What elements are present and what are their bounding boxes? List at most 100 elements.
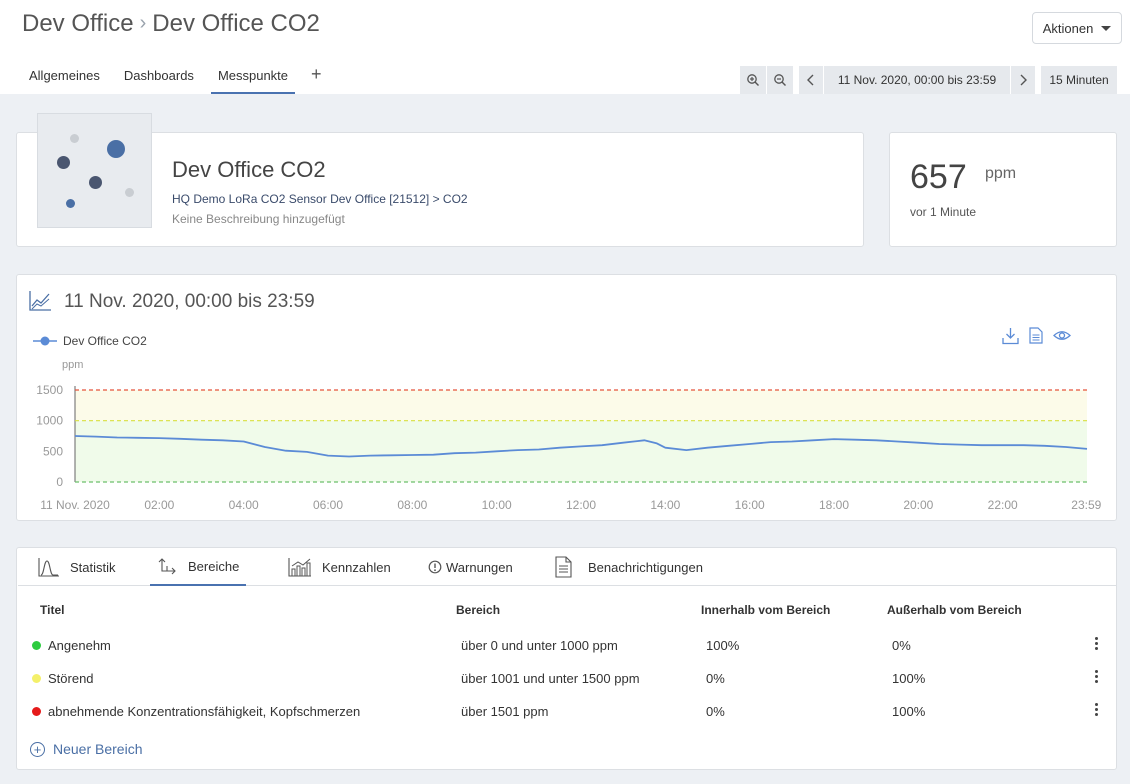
- date-range-label: 11 Nov. 2020, 00:00 bis 23:59: [837, 73, 997, 87]
- notification-document-icon: [555, 556, 572, 578]
- row-title-text: Störend: [48, 671, 94, 686]
- chart-x-tick-label: 22:00: [988, 498, 1018, 512]
- table-header-inside: Innerhalb vom Bereich: [701, 603, 831, 617]
- new-area-button[interactable]: + Neuer Bereich: [30, 741, 143, 757]
- table-row-title: abnehmende Konzentrationsfähigkeit, Kopf…: [32, 704, 360, 719]
- chart-y-tick-label: 500: [43, 444, 63, 458]
- sensor-thumbnail: [37, 113, 152, 228]
- chart-x-tick-label: 12:00: [566, 498, 596, 512]
- table-row-outside: 100%: [892, 704, 926, 719]
- sensor-path-link[interactable]: HQ Demo LoRa CO2 Sensor Dev Office [2151…: [172, 192, 468, 206]
- plus-circle-icon: +: [30, 741, 45, 757]
- actions-label: Aktionen: [1042, 20, 1094, 36]
- table-row-inside: 0%: [706, 671, 725, 686]
- table-row-inside: 0%: [706, 704, 725, 719]
- chart-x-tick-label: 11 Nov. 2020: [40, 498, 110, 512]
- chart-x-tick-label: 08:00: [397, 498, 427, 512]
- row-menu-icon[interactable]: [1095, 670, 1099, 685]
- chart-y-tick-label: 1500: [36, 383, 63, 397]
- breadcrumb-parent[interactable]: Dev Office: [22, 10, 134, 37]
- zoom-out-button[interactable]: [767, 66, 793, 94]
- thumbnail-dot: [66, 199, 75, 208]
- row-title-text: abnehmende Konzentrationsfähigkeit, Kopf…: [48, 704, 361, 719]
- table-row-range: über 1501 ppm: [461, 704, 549, 719]
- current-value-unit: ppm: [985, 165, 1017, 182]
- status-dot-green: [32, 641, 41, 650]
- download-icon[interactable]: [1002, 327, 1019, 345]
- tab-dashboards[interactable]: Dashboards: [123, 68, 194, 83]
- tab-statistik[interactable]: Statistik: [38, 548, 116, 586]
- row-menu-icon[interactable]: [1095, 637, 1099, 652]
- current-value-card: [889, 132, 1117, 247]
- tab-bereiche[interactable]: Bereiche: [150, 548, 246, 586]
- thumbnail-dot: [107, 140, 125, 158]
- date-range-display[interactable]: 11 Nov. 2020, 00:00 bis 23:59: [824, 66, 1010, 94]
- previous-range-button[interactable]: [799, 66, 823, 94]
- document-icon[interactable]: [1029, 327, 1043, 344]
- line-chart-icon: [29, 291, 51, 311]
- chart-x-tick-label: 02:00: [144, 498, 174, 512]
- chart-band: [75, 420, 1087, 482]
- tab-warnungen[interactable]: Warnungen: [428, 548, 513, 586]
- top-bar: Dev Office › Dev Office CO2 Aktionen Allge…: [0, 0, 1130, 94]
- tab-benachrichtigungen-label: Benachrichtigungen: [588, 559, 703, 575]
- tab-allgemeines[interactable]: Allgemeines: [29, 68, 100, 83]
- breadcrumb-current: Dev Office CO2: [152, 10, 320, 37]
- sensor-info-card: [16, 132, 864, 247]
- table-row-range: über 1001 und unter 1500 ppm: [461, 671, 640, 686]
- bar-chart-icon: [288, 558, 311, 577]
- warning-icon: [428, 560, 442, 574]
- tab-messpunkte[interactable]: Messpunkte: [210, 62, 296, 94]
- next-range-button[interactable]: [1011, 66, 1035, 94]
- tab-bereiche-label: Bereiche: [188, 558, 240, 574]
- eye-icon[interactable]: [1053, 329, 1071, 342]
- chevron-left-icon: [807, 74, 814, 86]
- chart-x-tick-label: 10:00: [482, 498, 512, 512]
- current-value: 657: [910, 158, 967, 196]
- zoom-in-icon: [747, 74, 759, 86]
- table-header-title: Titel: [40, 603, 65, 617]
- table-row-title: Störend: [32, 671, 94, 686]
- chart-title: 11 Nov. 2020, 00:00 bis 23:59: [64, 291, 315, 312]
- status-dot-yellow: [32, 674, 41, 683]
- lower-tabs: Statistik Bereiche Kennzahlen Warnungen …: [18, 548, 1116, 586]
- row-menu-icon[interactable]: [1095, 703, 1099, 718]
- tab-warnungen-label: Warnungen: [446, 559, 513, 575]
- zoom-out-icon: [774, 74, 786, 86]
- chart-x-tick-label: 04:00: [229, 498, 259, 512]
- tab-kennzahlen[interactable]: Kennzahlen: [288, 548, 391, 586]
- caret-down-icon: [1101, 25, 1112, 31]
- table-header-range: Bereich: [456, 603, 501, 617]
- current-value-age: vor 1 Minute: [910, 205, 977, 219]
- thumbnail-dot: [89, 176, 102, 189]
- chart-x-tick-label: 14:00: [650, 498, 680, 512]
- chevron-right-icon: [1020, 74, 1027, 86]
- zoom-in-button[interactable]: [740, 66, 766, 94]
- interval-selector[interactable]: 15 Minuten: [1041, 66, 1117, 94]
- chart-x-tick-label: 18:00: [819, 498, 849, 512]
- table-row-inside: 100%: [706, 638, 740, 653]
- status-dot-red: [32, 707, 41, 716]
- table-row-title: Angenehm: [32, 638, 111, 653]
- add-tab-icon[interactable]: +: [311, 64, 322, 84]
- co2-line-chart[interactable]: 1500 1000 500 0 11 Nov. 2020 02:00 04:00 06:00 0…: [16, 374, 1117, 520]
- actions-button[interactable]: Aktionen: [1032, 12, 1122, 44]
- tab-benachrichtigungen[interactable]: Benachrichtigungen: [554, 548, 703, 586]
- tab-kennzahlen-label: Kennzahlen: [322, 559, 391, 575]
- row-title-text: Angenehm: [48, 638, 111, 653]
- tab-statistik-label: Statistik: [70, 559, 116, 575]
- legend-label: Dev Office CO2: [63, 334, 147, 348]
- chart-y-tick-label: 1000: [36, 414, 63, 428]
- table-row-outside: 100%: [892, 671, 926, 686]
- table-row-range: über 0 und unter 1000 ppm: [461, 638, 618, 653]
- chart-x-tick-label: 20:00: [903, 498, 933, 512]
- thumbnail-dot: [57, 156, 70, 169]
- sensor-description: Keine Beschreibung hinzugefügt: [172, 212, 345, 226]
- breadcrumb: Dev Office › Dev Office CO2: [22, 10, 320, 38]
- range-icon: [158, 558, 176, 575]
- chart-x-tick-label: 16:00: [735, 498, 765, 512]
- chart-series-line: [74, 435, 1088, 458]
- chart-legend[interactable]: Dev Office CO2: [33, 334, 147, 348]
- sensor-title: Dev Office CO2: [172, 157, 326, 182]
- interval-label: 15 Minuten: [1049, 73, 1109, 87]
